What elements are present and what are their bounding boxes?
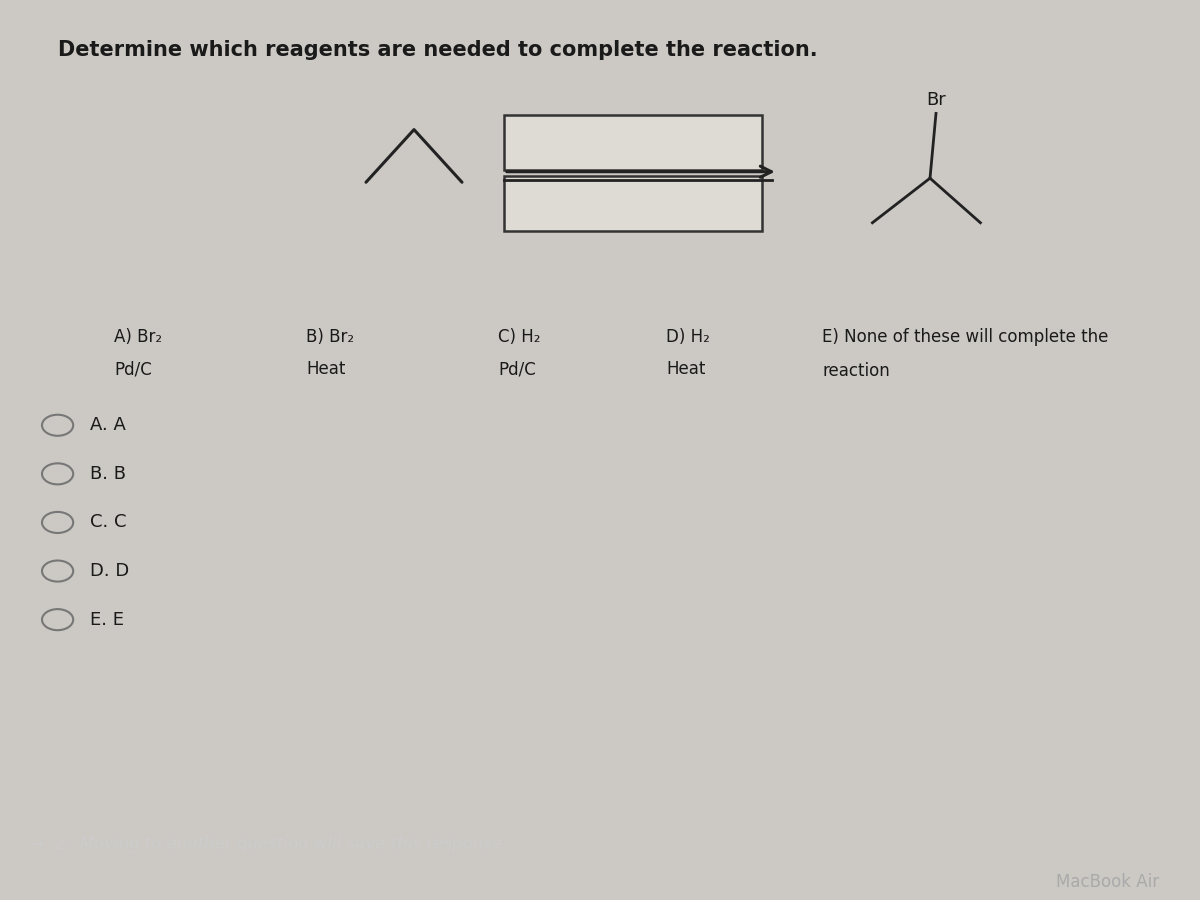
Text: reaction: reaction [822, 362, 889, 380]
Text: E. E: E. E [90, 610, 124, 628]
Text: Heat: Heat [306, 361, 346, 379]
Text: B) Br₂: B) Br₂ [306, 328, 354, 346]
Text: MacBook Air: MacBook Air [1056, 873, 1159, 891]
Text: Determine which reagents are needed to complete the reaction.: Determine which reagents are needed to c… [58, 40, 817, 60]
Text: →  ⚠  Moving to another question will save this response.: → ⚠ Moving to another question will save… [30, 835, 508, 853]
Text: A) Br₂: A) Br₂ [114, 328, 162, 346]
Text: C) H₂: C) H₂ [498, 328, 540, 346]
Bar [504, 176, 762, 231]
Text: C. C: C. C [90, 513, 126, 531]
Text: B. B: B. B [90, 464, 126, 482]
Bar [504, 115, 762, 170]
Text: Pd/C: Pd/C [114, 361, 151, 379]
Text: E) None of these will complete the: E) None of these will complete the [822, 328, 1109, 346]
Text: Heat: Heat [666, 361, 706, 379]
Text: D. D: D. D [90, 562, 130, 580]
Text: D) H₂: D) H₂ [666, 328, 710, 346]
Text: A. A: A. A [90, 416, 126, 435]
Text: Pd/C: Pd/C [498, 361, 535, 379]
Text: Br: Br [926, 92, 946, 110]
